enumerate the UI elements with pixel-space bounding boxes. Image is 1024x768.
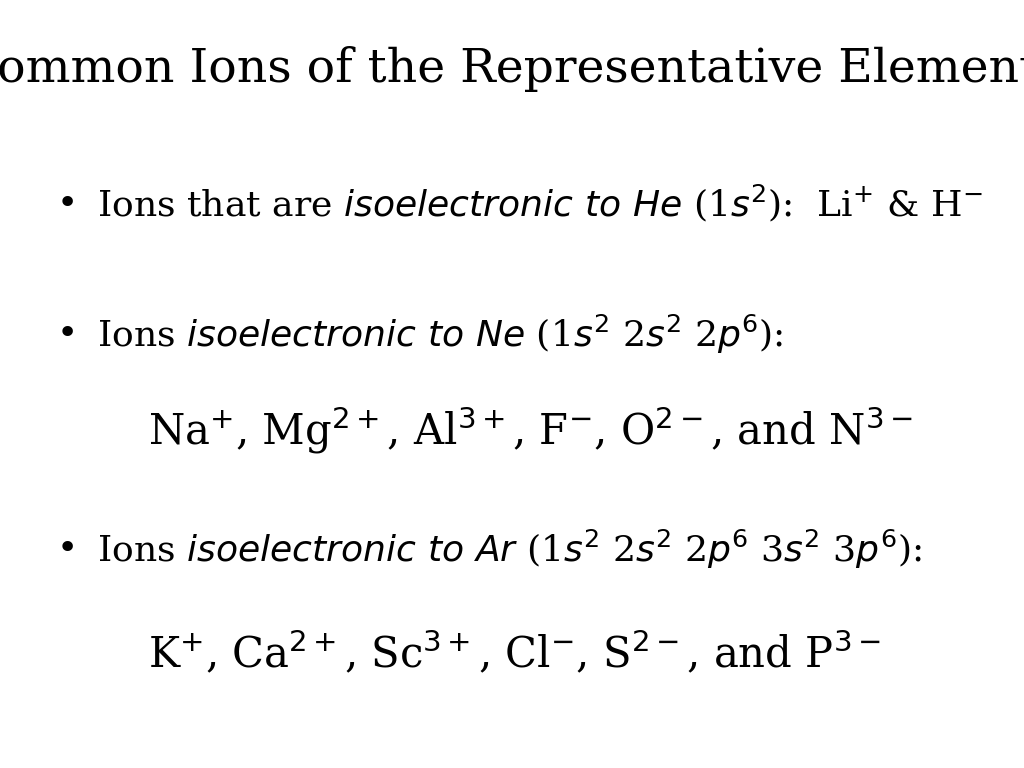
Text: •: • (56, 187, 78, 220)
Text: •: • (56, 317, 78, 351)
Text: K$^{+}$, Ca$^{2+}$, Sc$^{3+}$, Cl$^{-}$, S$^{2-}$, and P$^{3-}$: K$^{+}$, Ca$^{2+}$, Sc$^{3+}$, Cl$^{-}$,… (148, 629, 881, 677)
Text: Na$^{+}$, Mg$^{2+}$, Al$^{3+}$, F$^{-}$, O$^{2-}$, and N$^{3-}$: Na$^{+}$, Mg$^{2+}$, Al$^{3+}$, F$^{-}$,… (148, 404, 913, 456)
Text: Ions that are $\mathit{isoelectronic\ to\ He}$ (1$s^{2}$):  Li$^{+}$ & H$^{-}$: Ions that are $\mathit{isoelectronic\ to… (97, 183, 983, 224)
Text: Ions $\mathit{isoelectronic\ to\ Ne}$ (1$s^{2}$ 2$s^{2}$ 2$p^{6}$):: Ions $\mathit{isoelectronic\ to\ Ne}$ (1… (97, 313, 783, 356)
Text: Common Ions of the Representative Elements: Common Ions of the Representative Elemen… (0, 46, 1024, 92)
Text: •: • (56, 532, 78, 566)
Text: Ions $\mathit{isoelectronic\ to\ Ar}$ (1$s^{2}$ 2$s^{2}$ 2$p^{6}$ 3$s^{2}$ 3$p^{: Ions $\mathit{isoelectronic\ to\ Ar}$ (1… (97, 528, 922, 571)
